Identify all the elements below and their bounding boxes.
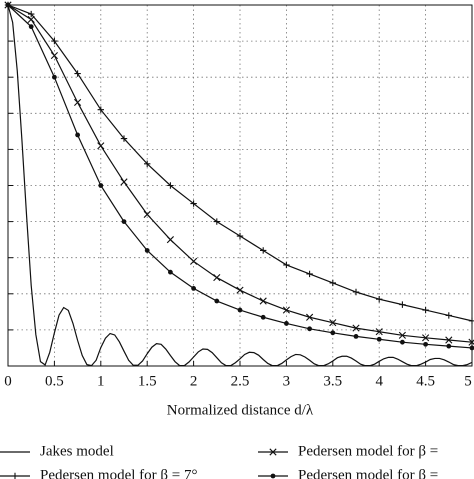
data-point <box>120 135 128 142</box>
x-tick-label: 1.5 <box>138 373 157 389</box>
data-point <box>144 160 151 168</box>
data-point <box>260 247 267 254</box>
x-tick-label: 3.5 <box>323 373 342 389</box>
legend-marker <box>269 448 277 456</box>
data-point <box>283 261 290 269</box>
data-point <box>446 343 452 349</box>
data-point <box>190 257 198 265</box>
data-point <box>423 341 428 347</box>
data-point <box>28 24 34 30</box>
data-point <box>236 232 244 240</box>
series-line <box>7 4 473 367</box>
x-tick-label: 0.5 <box>45 373 64 389</box>
data-point <box>97 106 104 113</box>
x-tick-label: 4.5 <box>416 373 435 389</box>
data-point <box>120 178 128 186</box>
data-point <box>98 183 104 188</box>
data-point <box>214 298 220 304</box>
data-point <box>306 270 313 278</box>
data-point <box>352 324 360 332</box>
data-point <box>375 328 383 336</box>
data-point <box>213 218 220 225</box>
data-point <box>306 313 314 321</box>
data-point <box>52 74 57 80</box>
x-tick-label: 0 <box>4 373 12 389</box>
data-point <box>468 317 474 325</box>
x-tick-label: 3 <box>283 373 291 389</box>
data-point <box>51 37 58 45</box>
data-point <box>400 339 405 345</box>
legend-marker <box>270 473 276 479</box>
data-point <box>469 345 474 351</box>
data-point <box>282 306 290 314</box>
data-point <box>5 2 11 8</box>
data-point <box>445 336 453 344</box>
data-point <box>166 236 174 244</box>
legend-label: Pedersen model for β = <box>298 443 438 459</box>
data-point <box>399 301 406 308</box>
data-point <box>352 288 360 296</box>
x-axis-label: Normalized distance d/λ <box>167 402 314 418</box>
data-point <box>330 330 336 336</box>
data-point <box>353 333 359 339</box>
data-point <box>445 312 452 319</box>
data-point <box>398 331 406 339</box>
data-point <box>28 10 35 18</box>
data-point <box>329 319 337 327</box>
x-tick-label: 2 <box>190 373 198 389</box>
data-point <box>236 286 244 294</box>
x-tick-label: 2.5 <box>231 373 250 389</box>
legend-label: Jakes model <box>40 443 114 459</box>
data-point <box>190 200 197 207</box>
data-point <box>329 279 336 287</box>
legend-marker <box>11 472 19 479</box>
data-point <box>74 70 81 77</box>
data-point <box>74 98 82 107</box>
data-point <box>259 297 267 305</box>
data-point <box>167 182 174 189</box>
data-point <box>27 15 35 24</box>
x-tick-label: 1 <box>97 373 105 389</box>
data-point <box>422 334 430 342</box>
legend-label: Pedersen model for β = <box>298 467 438 479</box>
data-point <box>376 336 382 342</box>
data-point <box>284 321 289 326</box>
data-point <box>213 273 221 282</box>
data-point <box>260 314 266 320</box>
plot-frame <box>7 4 473 367</box>
data-point <box>468 338 474 346</box>
data-point <box>422 306 429 314</box>
data-point <box>168 269 173 275</box>
data-point <box>144 248 150 253</box>
data-point <box>50 51 58 60</box>
data-point <box>121 219 127 225</box>
x-tick-label: 4 <box>375 373 383 389</box>
data-point <box>191 285 197 291</box>
x-tick-label: 5 <box>464 373 472 389</box>
data-point <box>237 307 243 313</box>
data-point <box>307 326 312 332</box>
legend-label: Pedersen model for β = 7° <box>40 467 197 479</box>
data-point <box>97 142 105 150</box>
data-point <box>75 132 80 138</box>
data-point <box>143 210 151 218</box>
data-point <box>376 296 383 303</box>
